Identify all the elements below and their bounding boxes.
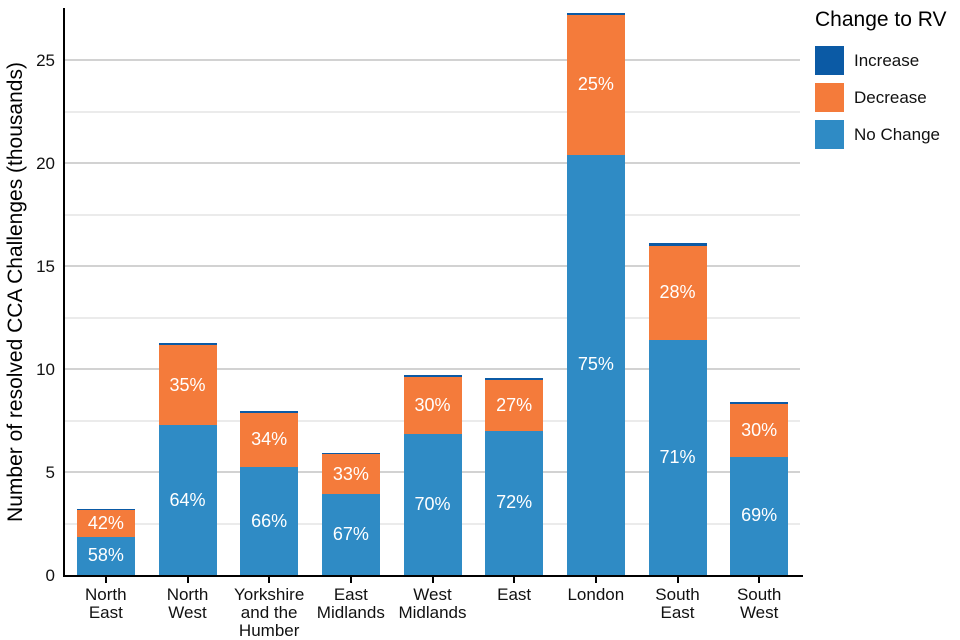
bar-percent-label: 64% [169,489,206,510]
x-tick-mark [104,577,107,583]
legend-label-no-change: No Change [854,124,941,144]
bar-segment-no_change: 75% [566,154,625,575]
bar-percent-label: 28% [659,282,696,303]
decrease-swatch-icon [815,83,844,112]
y-axis-line [63,8,65,577]
legend-item-increase: Increase [815,46,960,75]
minor-gridline [65,316,800,319]
bar-percent-label: 33% [332,463,369,484]
bar-percent-label: 25% [577,74,614,95]
bar-segment-decrease: 25% [566,14,625,155]
bar-percent-label: 30% [741,419,778,440]
x-tick-label: South West [736,585,782,622]
x-tick-mark [676,577,679,583]
no-change-swatch-icon [815,120,844,149]
bar-percent-label: 58% [87,545,124,566]
increase-swatch-icon [815,46,844,75]
y-tick-label: 20 [36,154,55,173]
bar-segment-increase [648,242,707,246]
x-tick-mark [758,577,761,583]
bar-percent-label: 72% [496,492,533,513]
bar-percent-label: 35% [169,374,206,395]
bar-segment-decrease: 30% [730,404,789,457]
bar-percent-label: 30% [414,394,451,415]
bar-percent-label: 66% [251,510,288,531]
bar-segment-decrease: 30% [403,376,462,435]
bar-segment-decrease: 34% [240,412,299,468]
x-tick-label: West Midlands [398,585,467,622]
bar-segment-no_change: 69% [730,456,789,575]
bar-percent-label: 34% [251,429,288,450]
bar-segment-increase [403,374,462,377]
bar-segment-decrease: 27% [485,380,544,431]
x-tick-mark [513,577,516,583]
bar-segment-decrease: 42% [76,509,135,537]
bar-percent-label: 67% [332,524,369,544]
x-tick-mark [349,577,352,583]
x-tick-label: London [567,585,625,604]
x-tick-label: Yorkshire and the Humber [234,585,305,640]
bar-segment-decrease: 33% [321,454,380,495]
bar-segment-no_change: 64% [158,425,217,575]
major-gridline [65,162,800,164]
minor-gridline [65,110,800,113]
x-tick-mark [594,577,597,583]
y-axis-title: Number of resolved CCA Challenges (thous… [4,62,27,522]
bar-segment-increase [730,401,789,404]
bar-segment-no_change: 70% [403,434,462,575]
minor-gridline [65,213,800,216]
y-tick-label: 10 [36,360,55,379]
major-gridline [65,368,800,370]
bar-segment-no_change: 72% [485,431,544,575]
bar-segment-increase [321,453,380,455]
x-tick-label: North East [85,585,127,622]
x-axis-line [63,575,803,577]
bar-percent-label: 27% [496,395,533,416]
bar-segment-increase [566,13,625,15]
major-gridline [65,59,800,61]
y-tick-label: 15 [36,257,55,276]
legend-label-decrease: Decrease [854,87,927,107]
bar-segment-increase [158,343,217,346]
bar-segment-no_change: 71% [648,339,707,575]
legend-item-decrease: Decrease [815,83,960,112]
y-tick-label: 0 [45,566,55,585]
legend-title: Change to RV [815,8,947,31]
bar-percent-label: 69% [741,505,778,526]
bar-segment-decrease: 28% [648,246,707,340]
bar-segment-decrease: 35% [158,345,217,426]
major-gridline [65,265,800,267]
x-tick-label: North West [166,585,209,622]
bar-percent-label: 75% [577,354,614,375]
bar-percent-label: 71% [659,446,696,467]
bar-percent-label: 70% [414,494,451,515]
y-tick-label: 25 [36,51,55,70]
x-tick-mark [186,577,189,583]
bar-segment-no_change: 58% [76,536,135,575]
bar-segment-increase [485,378,544,381]
x-tick-mark [268,577,271,583]
legend-item-no-change: No Change [815,120,960,149]
x-tick-mark [431,577,434,583]
x-tick-label: South East [655,585,700,622]
legend-label-increase: Increase [854,50,920,70]
bar-percent-label: 42% [87,512,124,533]
legend: Change to RV Increase Decrease No Change [815,8,960,157]
x-tick-label: East [497,585,532,604]
bar-segment-no_change: 66% [240,467,299,575]
bar-segment-increase [240,411,299,413]
y-tick-label: 5 [45,463,55,482]
bar-segment-no_change: 67% [321,494,380,575]
x-tick-label: East Midlands [316,585,385,622]
